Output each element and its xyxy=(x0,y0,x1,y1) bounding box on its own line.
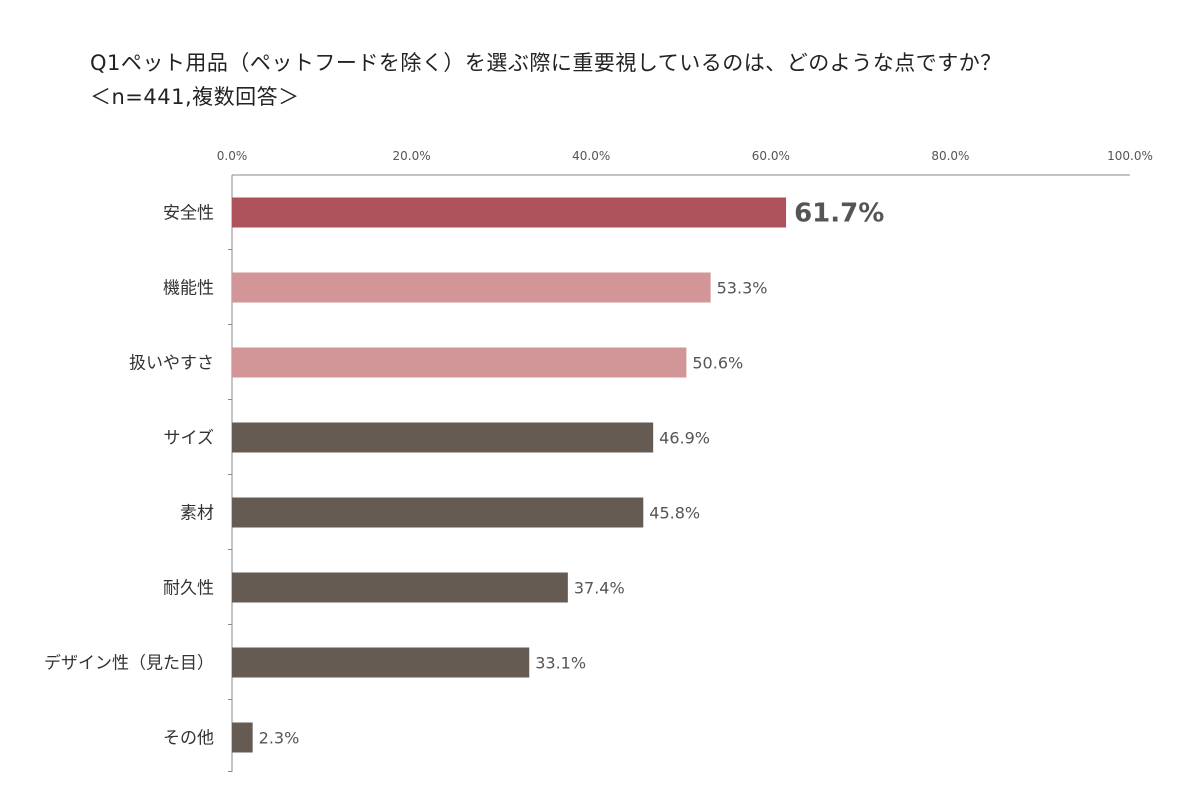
category-label: 扱いやすさ xyxy=(129,354,214,374)
category-label: 機能性 xyxy=(163,279,214,299)
value-label: 33.1% xyxy=(535,654,586,673)
value-label: 2.3% xyxy=(259,729,300,748)
category-label: デザイン性（見た目） xyxy=(44,653,214,674)
x-tick-label: 0.0% xyxy=(217,149,248,163)
x-tick-label: 80.0% xyxy=(931,149,969,163)
bar xyxy=(232,347,687,378)
bar xyxy=(232,722,253,753)
x-tick-label: 20.0% xyxy=(393,149,431,163)
bar xyxy=(232,197,787,228)
category-label: サイズ xyxy=(164,429,215,449)
axis-layer: 0.0% 20.0% 40.0% 60.0% 80.0% 100.0% xyxy=(217,149,1153,772)
chart-title-block: Q1ペット用品（ペットフードを除く）を選ぶ際に重要視しているのは、どのような点で… xyxy=(90,46,1002,114)
bar xyxy=(232,272,711,303)
value-label: 37.4% xyxy=(574,579,625,598)
value-label: 46.9% xyxy=(659,429,710,448)
value-label: 45.8% xyxy=(649,504,700,523)
x-tick-label: 100.0% xyxy=(1107,149,1153,163)
x-tick-label: 40.0% xyxy=(572,149,610,163)
bar xyxy=(232,572,568,603)
value-label: 50.6% xyxy=(692,354,743,373)
bar xyxy=(232,422,654,453)
bar xyxy=(232,497,644,528)
category-label: 耐久性 xyxy=(163,579,214,599)
category-label: 安全性 xyxy=(163,204,214,224)
category-label: その他 xyxy=(163,729,214,749)
category-label: 素材 xyxy=(180,504,214,524)
value-label: 61.7% xyxy=(794,199,884,229)
chart-title: Q1ペット用品（ペットフードを除く）を選ぶ際に重要視しているのは、どのような点で… xyxy=(90,51,1002,75)
x-tick-label: 60.0% xyxy=(752,149,790,163)
value-label: 53.3% xyxy=(717,279,768,298)
bar-layer: 安全性 61.7% 機能性 53.3% 扱いやすさ 50.6% サイズ 46.9% 素材 45.8… xyxy=(44,197,884,753)
bar xyxy=(232,647,530,678)
chart-subtitle: ＜n=441,複数回答＞ xyxy=(90,85,300,109)
